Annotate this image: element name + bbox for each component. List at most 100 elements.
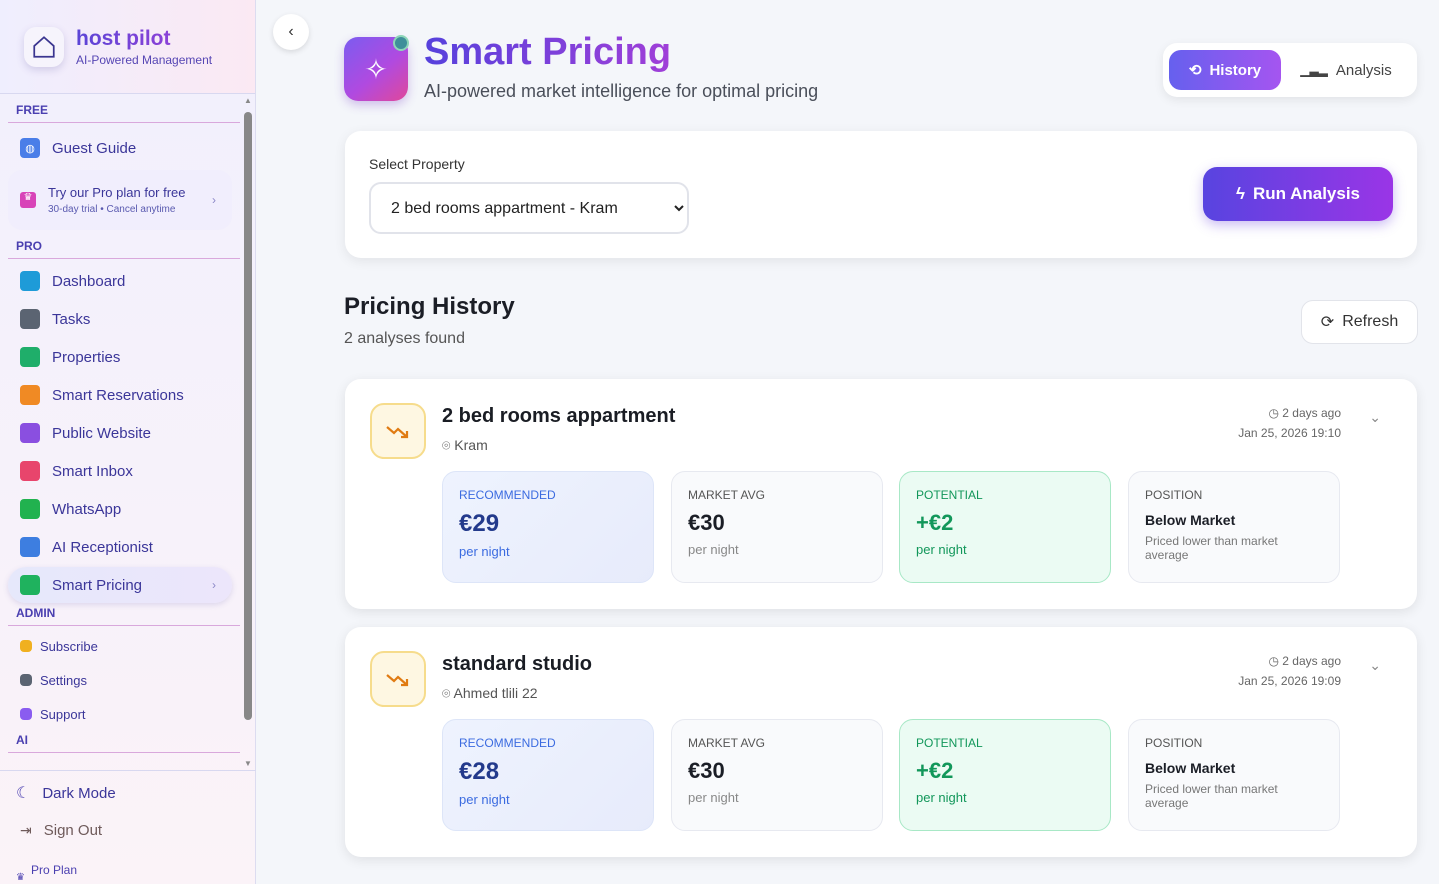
history-card[interactable]: 2 bed rooms appartment ⌾ Kram ◷ 2 days a…	[345, 379, 1417, 609]
crown-icon: ♛	[16, 872, 25, 883]
status-dot	[393, 35, 409, 51]
sidebar-item-whatsapp[interactable]: WhatsApp	[8, 491, 232, 527]
refresh-icon: ⟳	[1320, 314, 1335, 331]
sidebar-item-properties[interactable]: Properties	[8, 339, 232, 375]
sign-out-label: Sign Out	[43, 821, 103, 839]
crown-icon: ♛	[20, 192, 36, 208]
sidebar-item-label: Smart Inbox	[52, 462, 133, 480]
stat-label: RECOMMENDED	[459, 488, 556, 502]
property-name: standard studio	[442, 653, 593, 675]
property-location: ⌾ Ahmed tlili 22	[442, 685, 538, 702]
map-pin-icon: ⌾	[442, 437, 455, 453]
sidebar-footer: ☾ Dark Mode ⇥ Sign Out ♛ Pro Plan	[0, 770, 256, 884]
nav-icon	[20, 309, 40, 329]
pro-trial-promo[interactable]: ♛ Try our Pro plan for free 30-day trial …	[8, 170, 232, 230]
relative-time: 2 days ago	[1282, 654, 1341, 668]
analyses-count: 2 analyses found	[344, 330, 465, 347]
sidebar-item-label: Smart Reservations	[52, 386, 184, 404]
stat-label: RECOMMENDED	[459, 736, 556, 750]
stat-value: €30	[688, 510, 725, 535]
bar-chart-icon: ▁▃▂	[1300, 63, 1328, 77]
stat-label: POSITION	[1145, 736, 1203, 750]
collapse-sidebar-button[interactable]: ‹	[273, 14, 309, 50]
plan-label: Pro Plan	[30, 863, 77, 877]
sidebar-item-label: Subscribe	[40, 638, 98, 654]
stat-unit: per night	[688, 542, 739, 557]
stat-note: Priced lower than market average	[1145, 782, 1278, 810]
stat-label: MARKET AVG	[688, 488, 765, 502]
tab-analysis[interactable]: ▁▃▂ Analysis	[1281, 50, 1411, 90]
sidebar-item-guest-guide[interactable]: ◍ Guest Guide	[8, 130, 232, 166]
market-avg-stat: MARKET AVG €30 per night	[671, 471, 883, 583]
promo-subtitle: 30-day trial • Cancel anytime	[48, 204, 176, 215]
position-stat: POSITION Below Market Priced lower than ma…	[1128, 719, 1340, 831]
main-content: ‹ ✧ Smart Pricing AI-powered market inte…	[256, 0, 1439, 884]
brand-header: host pilot AI-Powered Management	[0, 0, 255, 94]
expand-chevron-icon[interactable]: ⌄	[1369, 657, 1381, 673]
moon-icon: ☾	[16, 785, 31, 802]
stat-label: MARKET AVG	[688, 736, 765, 750]
history-card[interactable]: standard studio ⌾ Ahmed tlili 22 ◷ 2 day…	[345, 627, 1417, 857]
nav-icon	[20, 537, 40, 557]
property-location: ⌾ Kram	[442, 437, 488, 454]
potential-stat: POTENTIAL +€2 per night	[899, 719, 1111, 831]
property-selector-card: Select Property 2 bed rooms appartment -…	[345, 131, 1417, 258]
stat-unit: per night	[916, 790, 967, 805]
sidebar-item-label: Properties	[52, 348, 121, 366]
nav-icon	[20, 347, 40, 367]
sidebar-item-settings[interactable]: Settings	[8, 665, 232, 695]
clock-icon: ◷	[1268, 406, 1283, 420]
plan-badge: ♛ Pro Plan	[16, 863, 77, 883]
run-analysis-button[interactable]: ϟ Run Analysis	[1203, 167, 1393, 221]
nav-icon	[20, 708, 32, 720]
sidebar-item-public-website[interactable]: Public Website	[8, 415, 232, 451]
location-text: Kram	[454, 437, 488, 453]
brand-title: host pilot	[76, 27, 212, 51]
stat-label: POTENTIAL	[916, 736, 983, 750]
sidebar-item-label: Guest Guide	[52, 139, 137, 157]
chevron-right-icon: ›	[212, 193, 216, 207]
sidebar-item-support[interactable]: Support	[8, 699, 232, 729]
home-icon[interactable]	[24, 26, 64, 67]
recommended-stat: RECOMMENDED €28 per night	[442, 719, 654, 831]
sidebar-item-label: AI Receptionist	[52, 538, 153, 556]
dark-mode-button[interactable]: ☾ Dark Mode	[4, 775, 228, 811]
sign-out-button[interactable]: ⇥ Sign Out	[8, 812, 232, 848]
sidebar-scrollbar[interactable]: ▲ ▼	[244, 96, 252, 768]
refresh-button[interactable]: ⟳ Refresh	[1301, 300, 1418, 344]
tab-label: Analysis	[1335, 61, 1392, 79]
lightning-icon: ϟ	[1235, 184, 1245, 203]
globe-icon: ◍	[20, 138, 40, 158]
sign-out-icon: ⇥	[20, 821, 32, 838]
location-text: Ahmed tlili 22	[453, 685, 538, 701]
sidebar-item-tasks[interactable]: Tasks	[8, 301, 232, 337]
sidebar-item-ai-receptionist[interactable]: AI Receptionist	[8, 529, 232, 565]
select-property-label: Select Property	[369, 156, 465, 172]
brand-subtitle: AI-Powered Management	[76, 52, 213, 67]
stat-value: +€2	[916, 758, 954, 783]
sidebar-item-smart-reservations[interactable]: Smart Reservations	[8, 377, 232, 413]
stat-unit: per night	[916, 542, 967, 557]
relative-time: 2 days ago	[1282, 406, 1341, 420]
sidebar-item-dashboard[interactable]: Dashboard	[8, 263, 232, 299]
property-select[interactable]: 2 bed rooms appartment - Kram	[369, 182, 689, 234]
dark-mode-label: Dark Mode	[42, 784, 116, 802]
sidebar-item-smart-inbox[interactable]: Smart Inbox	[8, 453, 232, 489]
history-icon: ⟲	[1188, 62, 1202, 79]
chevron-right-icon: ›	[212, 578, 216, 592]
sidebar: host pilot AI-Powered Management FREE ◍ Gu…	[0, 0, 256, 884]
section-admin: ADMIN	[8, 606, 240, 626]
trending-down-icon	[370, 403, 426, 459]
sidebar-item-subscribe[interactable]: Subscribe	[8, 631, 232, 661]
tab-history[interactable]: ⟲ History	[1169, 50, 1281, 90]
stat-unit: per night	[459, 544, 510, 559]
page-subtitle: AI-powered market intelligence for optim…	[424, 81, 819, 101]
sidebar-nav: FREE ◍ Guest Guide ♛ Try our Pro plan for…	[0, 96, 240, 768]
stat-unit: per night	[688, 790, 739, 805]
stat-value: Below Market	[1145, 512, 1236, 528]
sidebar-item-smart-pricing[interactable]: Smart Pricing ›	[8, 567, 232, 603]
run-analysis-label: Run Analysis	[1252, 184, 1361, 203]
expand-chevron-icon[interactable]: ⌄	[1369, 409, 1381, 425]
analysis-date: Jan 25, 2026 19:09	[1238, 674, 1341, 688]
sidebar-item-label: Support	[40, 706, 86, 722]
